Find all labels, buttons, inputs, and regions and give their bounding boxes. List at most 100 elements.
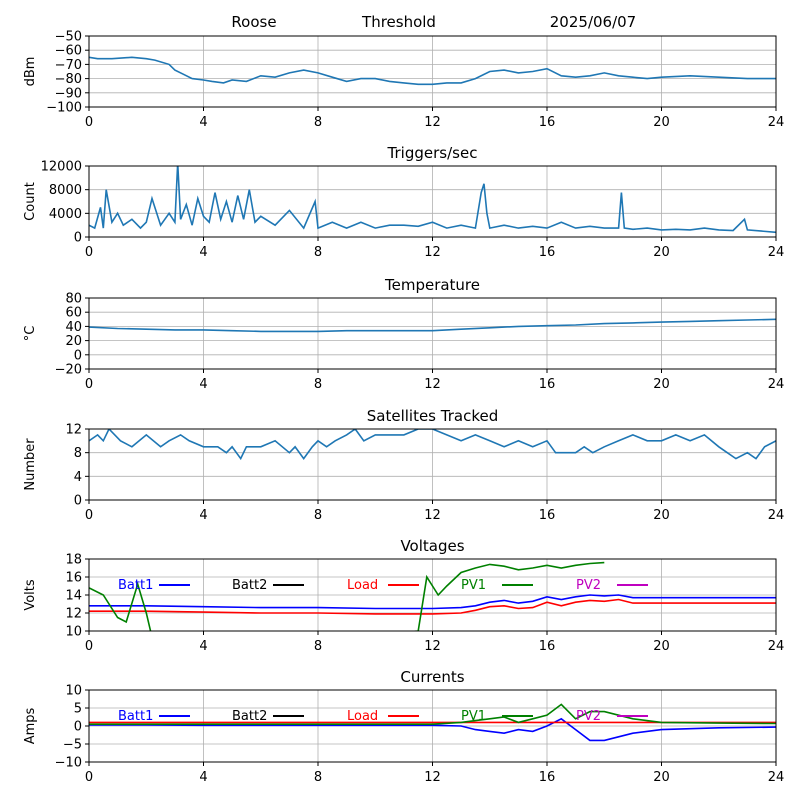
x-tick-label: 24 <box>768 508 785 523</box>
series-line <box>89 166 776 234</box>
legend-label-batt2: Batt2 <box>232 578 267 593</box>
x-tick-label: 8 <box>314 508 322 523</box>
y-tick-label: −50 <box>55 30 82 45</box>
y-tick-label: 14 <box>65 589 82 604</box>
chart-title: Triggers/sec <box>387 144 478 162</box>
x-tick-label: 20 <box>653 770 670 785</box>
y-tick-label: 80 <box>65 292 82 307</box>
x-tick-label: 8 <box>314 377 322 392</box>
y-tick-label: 12 <box>65 607 82 622</box>
y-tick-label: 60 <box>65 306 82 321</box>
x-tick-label: 20 <box>653 245 670 260</box>
series-line <box>89 429 776 461</box>
series-line-batt1 <box>89 717 776 742</box>
x-tick-label: 4 <box>199 115 207 130</box>
x-tick-label: 20 <box>653 377 670 392</box>
series-line <box>89 56 776 86</box>
series-line <box>89 318 776 333</box>
x-tick-label: 16 <box>539 377 556 392</box>
x-tick-label: 4 <box>199 770 207 785</box>
series-line-pv1 <box>89 561 605 631</box>
y-tick-label: 12000 <box>41 160 82 175</box>
header-mode: Threshold <box>361 13 436 31</box>
y-tick-label: 40 <box>65 320 82 335</box>
x-tick-label: 16 <box>539 508 556 523</box>
y-tick-label: −90 <box>55 86 82 101</box>
y-tick-label: 0 <box>74 494 82 509</box>
y-tick-label: 10 <box>65 684 82 699</box>
x-tick-label: 8 <box>314 245 322 260</box>
panel-voltages: 0 4 8 12 16 20 24 18 16 14 12 10 Voltages Volts Batt1 B… <box>23 537 784 654</box>
panel-currents: 0 4 8 12 16 20 24 10 5 0 −5 −10 Currents Amps Batt1 Bat… <box>23 668 784 785</box>
x-tick-label: 16 <box>539 245 556 260</box>
x-tick-label: 8 <box>314 115 322 130</box>
y-tick-label: 20 <box>65 334 82 349</box>
y-tick-label: −60 <box>55 44 82 59</box>
x-tick-label: 12 <box>424 377 441 392</box>
header-date: 2025/06/07 <box>550 13 636 31</box>
x-tick-label: 4 <box>199 377 207 392</box>
x-tick-label: 24 <box>768 115 785 130</box>
y-tick-label: −70 <box>55 58 82 73</box>
legend-label-load: Load <box>347 709 378 724</box>
series-line-batt1 <box>89 594 776 610</box>
x-tick-label: 4 <box>199 245 207 260</box>
chart-title: Temperature <box>384 276 480 294</box>
x-tick-label: 12 <box>424 770 441 785</box>
x-tick-label: 0 <box>85 770 93 785</box>
legend-label-pv1: PV1 <box>461 709 486 724</box>
x-tick-label: 24 <box>768 770 785 785</box>
legend-label-batt1: Batt1 <box>118 709 153 724</box>
y-tick-label: −10 <box>55 756 82 771</box>
legend-label-pv1: PV1 <box>461 578 486 593</box>
y-axis-label: °C <box>23 326 38 342</box>
x-tick-label: 0 <box>85 377 93 392</box>
y-tick-label: −5 <box>63 738 82 753</box>
panel-rssi: 0 4 8 12 16 20 24 −50−60−70−80−90−100 dBm <box>23 30 784 131</box>
chart-title: Currents <box>400 668 464 686</box>
y-tick-label: 10 <box>65 625 82 640</box>
x-tick-label: 20 <box>653 508 670 523</box>
series-line-load <box>89 598 776 615</box>
y-tick-label: −100 <box>46 101 82 116</box>
y-tick-label: 4000 <box>49 207 82 222</box>
y-axis-label: Volts <box>23 579 38 611</box>
y-axis-label: Count <box>23 182 38 221</box>
x-tick-label: 4 <box>199 639 207 654</box>
y-tick-label: 0 <box>74 348 82 363</box>
x-tick-label: 20 <box>653 115 670 130</box>
chart-title: Voltages <box>400 537 464 555</box>
legend-label-batt1: Batt1 <box>118 578 153 593</box>
x-tick-label: 12 <box>424 245 441 260</box>
x-tick-label: 16 <box>539 770 556 785</box>
x-tick-label: 24 <box>768 639 785 654</box>
legend-label-load: Load <box>347 578 378 593</box>
legend-label-pv2: PV2 <box>576 709 601 724</box>
x-tick-label: 20 <box>653 639 670 654</box>
y-axis-label: dBm <box>23 57 38 87</box>
y-tick-label: 4 <box>74 470 82 485</box>
y-tick-label: 12 <box>65 423 82 438</box>
x-tick-label: 16 <box>539 639 556 654</box>
x-tick-label: 24 <box>768 245 785 260</box>
header-station: Roose <box>231 13 276 31</box>
y-tick-label: −80 <box>55 72 82 87</box>
y-tick-label: 0 <box>74 720 82 735</box>
panel-satellites: 0 4 8 12 16 20 24 12 8 4 0 Satellites Tracked Number <box>23 407 784 523</box>
x-tick-label: 8 <box>314 770 322 785</box>
legend-label-batt2: Batt2 <box>232 709 267 724</box>
panel-triggers: 0 4 8 12 16 20 24 12000 8000 4000 0 Triggers/sec Cou… <box>23 144 784 260</box>
y-axis-label: Number <box>23 438 38 491</box>
x-tick-label: 0 <box>85 639 93 654</box>
legend-label-pv2: PV2 <box>576 578 601 593</box>
y-tick-label: 5 <box>74 702 82 717</box>
y-tick-label: 8000 <box>49 183 82 198</box>
x-tick-label: 12 <box>424 639 441 654</box>
x-tick-label: 12 <box>424 508 441 523</box>
y-tick-label: 0 <box>74 231 82 246</box>
x-tick-label: 0 <box>85 508 93 523</box>
x-tick-label: 0 <box>85 245 93 260</box>
x-tick-label: 8 <box>314 639 322 654</box>
